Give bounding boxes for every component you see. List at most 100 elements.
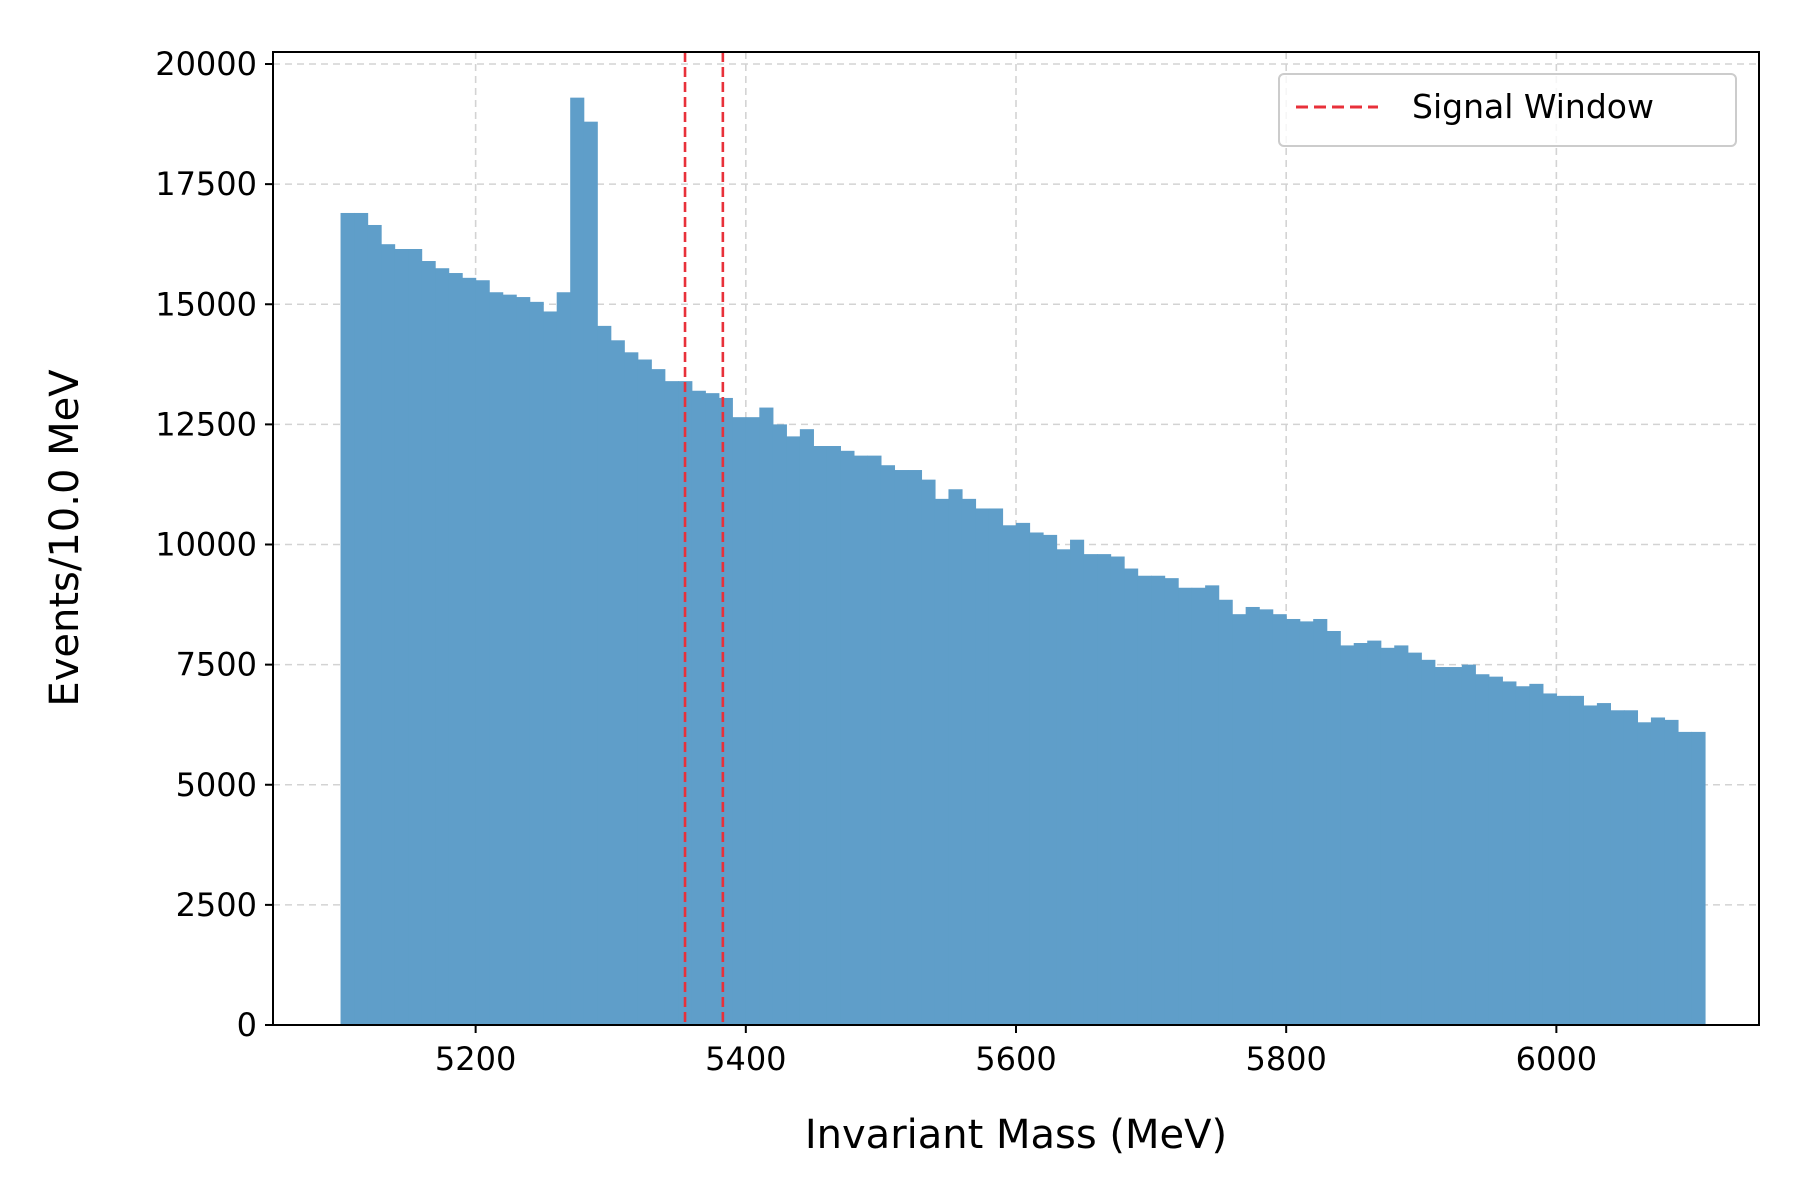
histogram-bar — [570, 97, 585, 1025]
histogram-bar — [1272, 614, 1287, 1025]
histogram-bar — [597, 325, 612, 1025]
histogram-bar — [853, 455, 868, 1025]
histogram-bar — [1448, 667, 1463, 1025]
histogram-bar — [1083, 554, 1098, 1025]
histogram-bar — [894, 470, 909, 1025]
x-axis-ticks: 5200 5400 5600 5800 6000 — [435, 1025, 1597, 1078]
histogram-bar — [1461, 664, 1476, 1025]
histogram-bar — [1137, 575, 1152, 1025]
histogram-bar — [1164, 578, 1179, 1025]
histogram-bar — [1029, 532, 1044, 1025]
histogram-bar — [1299, 621, 1314, 1025]
histogram-bars — [340, 97, 1706, 1026]
histogram-bar — [988, 508, 1004, 1026]
histogram-bar — [1245, 606, 1260, 1025]
histogram-bar — [651, 369, 666, 1025]
histogram-bar — [408, 249, 423, 1026]
histogram-bar — [1056, 549, 1071, 1025]
histogram-bar — [1583, 705, 1598, 1025]
histogram-bar — [1623, 710, 1639, 1025]
histogram-bar — [664, 381, 679, 1025]
histogram-bar — [1596, 703, 1611, 1025]
histogram-bar — [489, 292, 504, 1025]
histogram-bar — [948, 489, 963, 1025]
histogram-bar — [1610, 710, 1625, 1025]
x-tick-label: 5600 — [975, 1040, 1056, 1078]
histogram-bar — [1637, 722, 1652, 1025]
histogram-bar — [1367, 640, 1382, 1025]
histogram-bar — [975, 508, 990, 1026]
histogram-bar — [813, 446, 828, 1025]
histogram-bar — [934, 498, 950, 1025]
histogram-bar — [1313, 618, 1328, 1025]
histogram-bar — [381, 244, 396, 1026]
legend: Signal Window — [1278, 73, 1737, 147]
y-tick-label: 10000 — [155, 526, 257, 564]
histogram-bar — [772, 424, 787, 1026]
x-tick-label: 5200 — [435, 1040, 516, 1078]
histogram-bar — [1110, 556, 1125, 1025]
signal-window-lines — [683, 52, 725, 1025]
histogram-bar — [637, 359, 652, 1025]
y-axis-ticks: 0 2500 5000 7500 10000 12500 15000 17500 20000 — [155, 45, 273, 1044]
histogram-bar — [799, 429, 814, 1026]
histogram-bar — [907, 470, 923, 1025]
y-tick-label: 2500 — [176, 886, 257, 924]
histogram-bar — [705, 393, 720, 1025]
histogram-bar — [1475, 674, 1490, 1025]
histogram-bar — [1502, 681, 1517, 1025]
histogram-bar — [786, 436, 801, 1026]
x-tick-label: 5400 — [705, 1040, 786, 1078]
histogram-bar — [1434, 667, 1449, 1025]
histogram-bar — [732, 417, 747, 1026]
histogram-bar — [1677, 731, 1693, 1025]
histogram-bar — [516, 297, 531, 1025]
histogram-bar — [354, 212, 369, 1025]
x-tick-label: 5800 — [1245, 1040, 1326, 1078]
histogram-bar — [921, 479, 936, 1025]
histogram-bar — [1043, 534, 1058, 1025]
histogram-bar — [1340, 645, 1355, 1025]
histogram-bar — [1515, 686, 1530, 1025]
histogram-bar — [1097, 554, 1112, 1025]
histogram-bar — [583, 121, 598, 1025]
histogram-bar — [1353, 643, 1368, 1025]
histogram-bar — [1569, 695, 1584, 1025]
histogram-bar — [462, 277, 477, 1025]
histogram-bar — [1191, 587, 1206, 1025]
histogram-bar — [435, 268, 450, 1025]
histogram-bar — [961, 498, 977, 1025]
histogram-bar — [1205, 585, 1220, 1025]
histogram-bar — [745, 417, 760, 1026]
y-tick-label: 15000 — [155, 285, 257, 323]
histogram-bar — [826, 446, 841, 1025]
histogram-bar — [1178, 587, 1193, 1025]
histogram-bar — [880, 465, 896, 1025]
x-tick-label: 6000 — [1516, 1040, 1597, 1078]
y-tick-label: 5000 — [176, 766, 257, 804]
y-axis-title: Events/10.0 MeV — [42, 369, 88, 707]
y-tick-label: 17500 — [155, 165, 257, 203]
histogram-bar — [1124, 568, 1139, 1025]
histogram-bar — [718, 397, 733, 1025]
histogram-bar — [1259, 609, 1274, 1025]
histogram-bar — [1488, 676, 1503, 1025]
histogram-bar — [1421, 659, 1436, 1025]
histogram-bar — [759, 407, 774, 1025]
histogram-bar — [1002, 525, 1017, 1025]
histogram-bar — [1286, 618, 1301, 1025]
histogram-bar — [1151, 575, 1166, 1025]
y-tick-label: 20000 — [155, 45, 257, 83]
histogram-bar — [1650, 717, 1666, 1025]
histogram-bar — [1556, 695, 1571, 1025]
histogram-bar — [1664, 719, 1679, 1025]
histogram-bar — [367, 224, 382, 1025]
histogram-bar — [529, 301, 544, 1025]
histogram-bar — [543, 311, 558, 1025]
histogram-bar — [1691, 731, 1706, 1025]
y-tick-label: 7500 — [176, 646, 257, 684]
legend-box — [1278, 73, 1737, 147]
histogram-bar — [1407, 652, 1422, 1025]
histogram-bar — [1326, 630, 1341, 1025]
